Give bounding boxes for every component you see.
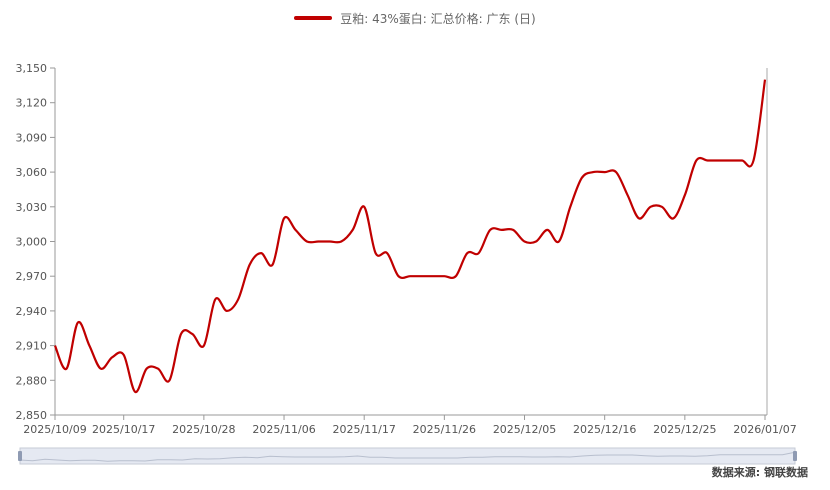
data-point [672, 217, 674, 219]
x-axis: 2025/10/09 2025/10/17 2025/10/28 2025/11/06… [23, 414, 797, 436]
x-tick-label: 2025/11/06 [252, 423, 315, 436]
legend[interactable]: 豆粕: 43%蛋白: 汇总价格: 广东 (日) [0, 8, 830, 28]
y-tick-label: 2,850 [16, 409, 48, 422]
data-point [741, 159, 743, 161]
data-point [283, 217, 285, 219]
slider-handle-right[interactable] [793, 451, 797, 461]
data-point [226, 310, 228, 312]
data-point [191, 333, 193, 335]
y-tick-label: 3,000 [16, 236, 48, 249]
data-point [340, 240, 342, 242]
data-point [77, 321, 79, 323]
data-point [214, 298, 216, 300]
data-point [271, 263, 273, 265]
x-tick-label: 2025/12/05 [493, 423, 556, 436]
x-tick-label: 2025/12/25 [653, 423, 716, 436]
data-point [546, 229, 548, 231]
x-tick-label: 2025/10/17 [92, 423, 155, 436]
y-tick-label: 3,150 [16, 62, 48, 75]
data-zoom-slider [18, 447, 797, 465]
data-point [478, 252, 480, 254]
data-point [203, 344, 205, 346]
y-tick-label: 2,880 [16, 374, 48, 387]
y-tick-label: 2,910 [16, 340, 48, 353]
data-point [615, 171, 617, 173]
data-point [386, 252, 388, 254]
x-tick-label: 2025/12/16 [573, 423, 636, 436]
data-point [489, 229, 491, 231]
data-point [248, 263, 250, 265]
data-point [523, 240, 525, 242]
x-tick-label: 2025/11/26 [413, 423, 476, 436]
x-tick-label: 2025/10/28 [172, 423, 235, 436]
data-point [432, 275, 434, 277]
data-point [352, 229, 354, 231]
data-point [306, 240, 308, 242]
source-note: 数据来源: 钢联数据 [711, 466, 808, 479]
data-point [260, 252, 262, 254]
data-point [661, 206, 663, 208]
data-point [695, 159, 697, 161]
x-tick-label: 2026/01/07 [733, 423, 796, 436]
data-point [374, 252, 376, 254]
data-point [168, 379, 170, 381]
data-point [237, 298, 239, 300]
data-point [455, 275, 457, 277]
legend-swatch [294, 16, 333, 20]
data-point [88, 344, 90, 346]
data-point [707, 159, 709, 161]
data-point [443, 275, 445, 277]
data-point [363, 206, 365, 208]
data-point [466, 252, 468, 254]
data-point [500, 229, 502, 231]
data-point [752, 159, 754, 161]
data-point [626, 194, 628, 196]
data-point [718, 159, 720, 161]
legend-label: 豆粕: 43%蛋白: 汇总价格: 广东 (日) [340, 11, 536, 26]
data-point [569, 206, 571, 208]
data-point [581, 177, 583, 179]
y-tick-label: 3,090 [16, 131, 48, 144]
data-point [603, 171, 605, 173]
y-tick-label: 2,970 [16, 270, 48, 283]
data-point [638, 217, 640, 219]
series-layer [53, 78, 767, 394]
data-point [558, 240, 560, 242]
data-point [649, 206, 651, 208]
data-point [729, 159, 731, 161]
data-point [65, 368, 67, 370]
slider-handle-left[interactable] [18, 451, 22, 461]
data-point [592, 171, 594, 173]
data-point [684, 194, 686, 196]
slider-preview [19, 451, 796, 462]
data-point [764, 78, 766, 80]
data-point [409, 275, 411, 277]
data-point [329, 240, 331, 242]
data-point [123, 354, 125, 356]
y-axis: 2,850 2,880 2,910 2,940 2,970 3,000 3,030 3,060… [16, 62, 768, 422]
data-point [145, 368, 147, 370]
data-point [157, 368, 159, 370]
data-point [100, 368, 102, 370]
y-tick-label: 3,030 [16, 201, 48, 214]
x-tick-label: 2025/10/09 [23, 423, 86, 436]
data-point [420, 275, 422, 277]
data-point [535, 240, 537, 242]
data-point [54, 344, 56, 346]
y-tick-label: 3,060 [16, 166, 48, 179]
x-tick-label: 2025/11/17 [332, 423, 395, 436]
y-tick-label: 3,120 [16, 97, 48, 110]
data-point [134, 391, 136, 393]
data-point [180, 333, 182, 335]
data-point [111, 356, 113, 358]
y-tick-label: 2,940 [16, 305, 48, 318]
data-point [512, 229, 514, 231]
series-line [53, 79, 767, 394]
data-point [317, 240, 319, 242]
data-point [294, 229, 296, 231]
data-point [397, 275, 399, 277]
